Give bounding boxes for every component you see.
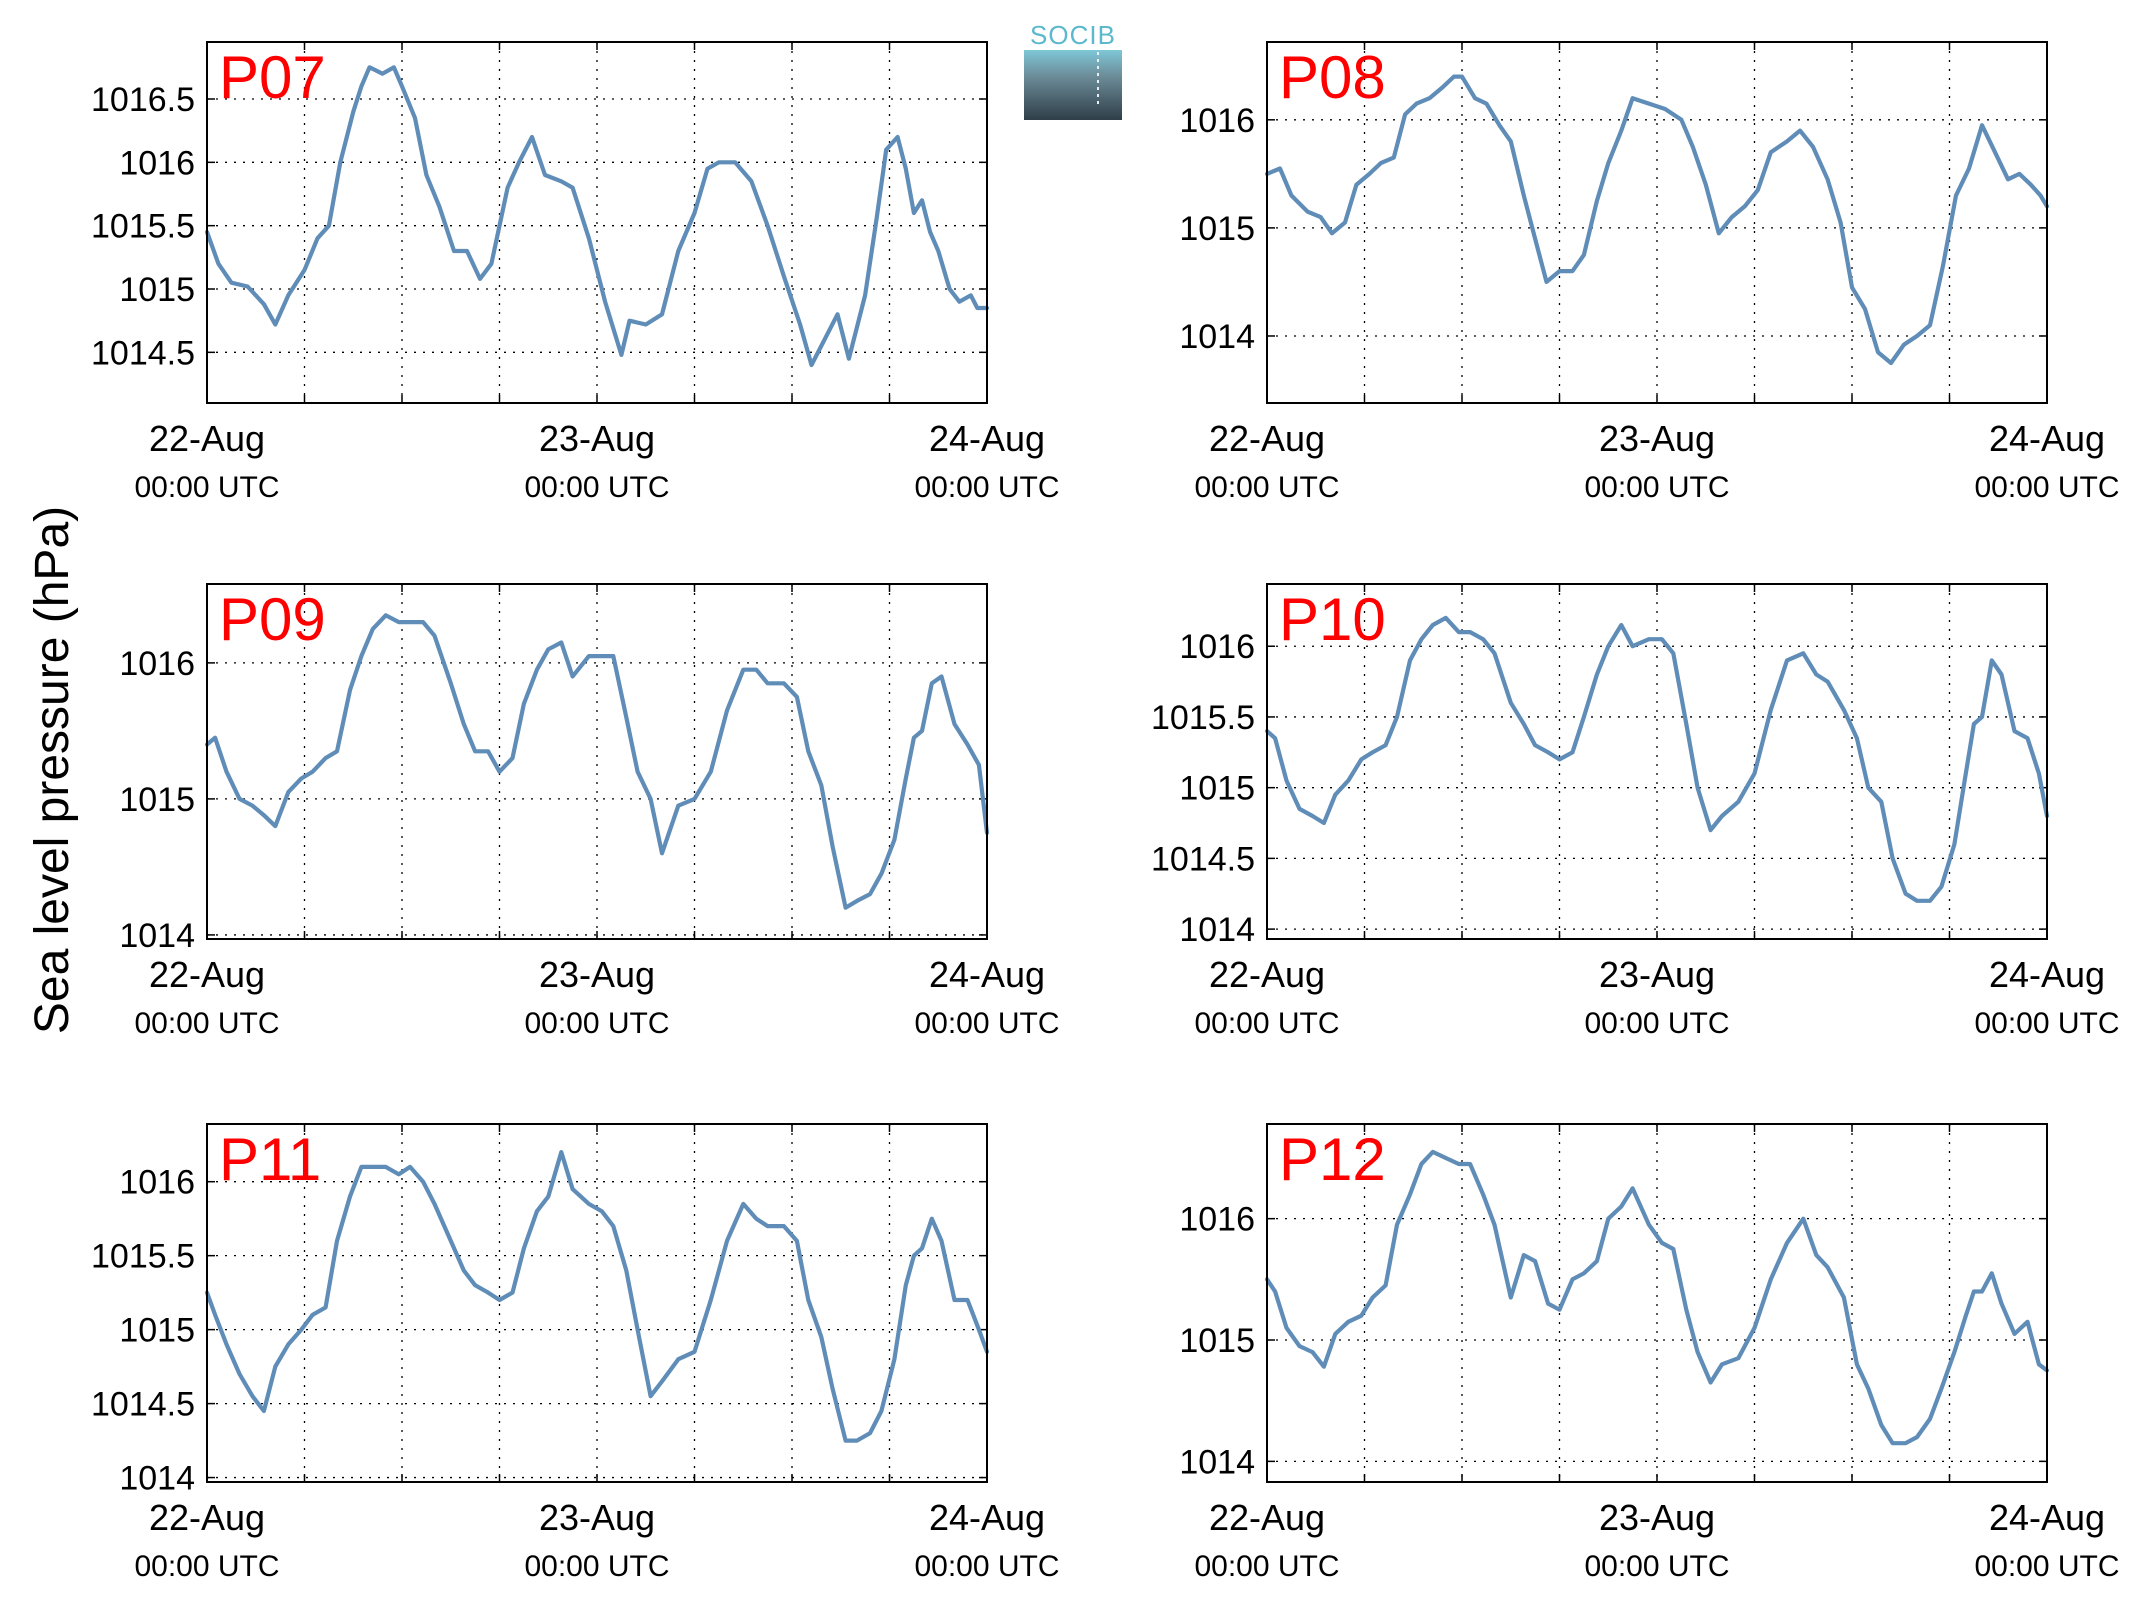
y-tick-label: 1014.5 xyxy=(91,1386,195,1424)
logo-text: SOCIB xyxy=(1030,20,1116,50)
x-tick-label-time: 00:00 UTC xyxy=(1974,1550,2119,1583)
socib-logo: SOCIB xyxy=(1024,20,1122,120)
series-line-p08 xyxy=(1264,74,2050,366)
x-tick-label-date: 23-Aug xyxy=(539,418,655,459)
y-tick-label: 1015 xyxy=(119,271,195,309)
x-tick-label-time: 00:00 UTC xyxy=(1584,1550,1729,1583)
y-tick-label: 1014 xyxy=(119,917,195,955)
x-tick-label-date: 22-Aug xyxy=(1209,418,1325,459)
y-tick-label: 1014 xyxy=(1179,1443,1255,1481)
panel-label: P11 xyxy=(219,1126,321,1193)
x-tick-label-time: 00:00 UTC xyxy=(1974,1007,2119,1040)
y-tick-label: 1014.5 xyxy=(1151,840,1255,878)
x-tick-label-date: 24-Aug xyxy=(929,954,1045,995)
x-tick-label-time: 00:00 UTC xyxy=(524,471,669,504)
y-tick-label: 1015.5 xyxy=(91,1238,195,1276)
x-tick-label-date: 23-Aug xyxy=(1599,1497,1715,1538)
x-tick-label-date: 24-Aug xyxy=(1989,954,2105,995)
x-tick-label-time: 00:00 UTC xyxy=(1584,471,1729,504)
x-tick-label-date: 24-Aug xyxy=(929,1497,1045,1538)
x-tick-label-date: 23-Aug xyxy=(1599,418,1715,459)
x-tick-label-time: 00:00 UTC xyxy=(524,1550,669,1583)
x-tick-label-date: 24-Aug xyxy=(1989,418,2105,459)
x-tick-label-time: 00:00 UTC xyxy=(914,1550,1059,1583)
x-tick-label-date: 23-Aug xyxy=(1599,954,1715,995)
x-tick-label-date: 23-Aug xyxy=(539,954,655,995)
x-tick-label-time: 00:00 UTC xyxy=(1194,1550,1339,1583)
plot-frame xyxy=(1266,41,2048,404)
y-tick-label: 1016 xyxy=(119,645,195,683)
plot-frame xyxy=(1266,583,2048,940)
panel-p12: 1014 1015 1016 22-Aug 00:00 UTC 23-Aug 00:00 U… xyxy=(1179,1123,2120,1583)
x-tick-label-time: 00:00 UTC xyxy=(524,1007,669,1040)
panel-p07: 1014.5 1015 1015.5 1016 1016.5 22-Aug 00:00 UT… xyxy=(91,41,1060,504)
y-tick-label: 1014 xyxy=(1179,911,1255,949)
y-tick-label: 1014 xyxy=(119,1460,195,1498)
x-tick-label-time: 00:00 UTC xyxy=(134,471,279,504)
plot-frame xyxy=(206,1123,988,1483)
y-tick-label: 1016 xyxy=(1179,628,1255,666)
y-tick-label: 1016 xyxy=(1179,102,1255,140)
y-tick-label: 1015.5 xyxy=(1151,699,1255,737)
panel-p08: 1014 1015 1016 22-Aug 00:00 UTC 23-Aug 00:00 U… xyxy=(1179,41,2120,504)
x-tick-label-time: 00:00 UTC xyxy=(134,1550,279,1583)
panel-label: P10 xyxy=(1279,586,1386,653)
x-tick-label-time: 00:00 UTC xyxy=(914,471,1059,504)
panel-p11: 1014 1014.5 1015 1015.5 1016 22-Aug 00:00 UTC 2… xyxy=(91,1123,1060,1583)
x-tick-label-time: 00:00 UTC xyxy=(1194,471,1339,504)
x-tick-label-date: 22-Aug xyxy=(149,418,265,459)
x-tick-label-date: 24-Aug xyxy=(929,418,1045,459)
y-tick-label: 1015 xyxy=(1179,1322,1255,1360)
y-tick-label: 1016 xyxy=(119,144,195,182)
series-line-p10 xyxy=(1264,615,2050,903)
x-tick-label-time: 00:00 UTC xyxy=(134,1007,279,1040)
y-tick-label: 1015 xyxy=(119,1312,195,1350)
y-tick-label: 1015 xyxy=(1179,210,1255,248)
x-tick-label-date: 22-Aug xyxy=(149,954,265,995)
panel-label: P09 xyxy=(219,586,326,653)
panel-p10: 1014 1014.5 1015 1015.5 1016 22-Aug 00:00 UTC 2… xyxy=(1151,583,2120,1040)
panels: 1014.5 1015 1015.5 1016 1016.5 22-Aug 00:00 UT… xyxy=(91,41,2120,1583)
y-tick-label: 1016 xyxy=(119,1164,195,1202)
y-tick-label: 1015 xyxy=(119,781,195,819)
x-tick-label-date: 22-Aug xyxy=(149,1497,265,1538)
x-tick-label-time: 00:00 UTC xyxy=(914,1007,1059,1040)
x-tick-label-time: 00:00 UTC xyxy=(1584,1007,1729,1040)
x-tick-label-time: 00:00 UTC xyxy=(1194,1007,1339,1040)
x-tick-label-date: 22-Aug xyxy=(1209,1497,1325,1538)
series-line-p11 xyxy=(204,1149,990,1443)
series-line-p07 xyxy=(204,65,990,368)
logo-graphic xyxy=(1024,50,1122,120)
y-axis-label: Sea level pressure (hPa) xyxy=(26,506,79,1034)
y-tick-label: 1014.5 xyxy=(91,334,195,372)
y-tick-label: 1016.5 xyxy=(91,81,195,119)
y-tick-label: 1015 xyxy=(1179,770,1255,808)
panel-label: P07 xyxy=(219,44,326,111)
y-tick-label: 1016 xyxy=(1179,1201,1255,1239)
panel-p09: 1014 1015 1016 22-Aug 00:00 UTC 23-Aug 00:00 U… xyxy=(119,583,1060,1040)
x-tick-label-date: 23-Aug xyxy=(539,1497,655,1538)
panel-label: P08 xyxy=(1279,44,1386,111)
plot-frame xyxy=(1266,1123,2048,1483)
x-tick-label-time: 00:00 UTC xyxy=(1974,471,2119,504)
plot-frame xyxy=(206,583,988,940)
panel-label: P12 xyxy=(1279,1126,1386,1193)
y-tick-label: 1015.5 xyxy=(91,208,195,246)
series-line-p09 xyxy=(204,613,990,910)
x-tick-label-date: 24-Aug xyxy=(1989,1497,2105,1538)
series-line-p12 xyxy=(1264,1149,2050,1446)
y-tick-label: 1014 xyxy=(1179,318,1255,356)
x-tick-label-date: 22-Aug xyxy=(1209,954,1325,995)
plot-frame xyxy=(206,41,988,404)
